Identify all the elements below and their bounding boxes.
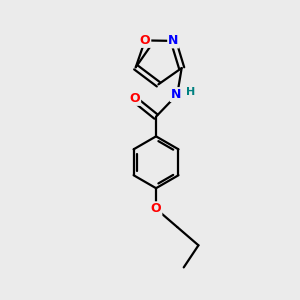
Text: N: N [171, 88, 181, 101]
Text: N: N [168, 34, 178, 47]
Text: O: O [130, 92, 140, 105]
Text: H: H [186, 87, 195, 97]
Text: O: O [151, 202, 161, 215]
Text: O: O [140, 34, 150, 47]
